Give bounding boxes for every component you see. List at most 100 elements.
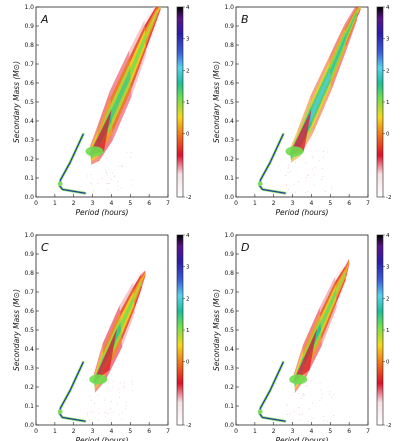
scatter-point xyxy=(117,165,119,167)
scatter-point xyxy=(326,420,328,422)
plot-frame xyxy=(35,234,169,426)
scatter-point xyxy=(310,380,312,382)
x-tick-label: 1 xyxy=(53,200,57,207)
scatter-point xyxy=(320,389,322,391)
y-tick-label: 1.0 xyxy=(24,4,34,11)
scatter-point xyxy=(306,191,308,193)
scatter-point xyxy=(286,404,288,406)
scatter-point xyxy=(105,169,107,171)
scatter-point xyxy=(301,414,303,416)
y-tick-label: 0.5 xyxy=(224,99,234,106)
scatter-point xyxy=(108,182,110,184)
scatter-point xyxy=(289,413,291,415)
colorbar xyxy=(376,6,384,198)
x-axis-label: Period (hours) xyxy=(276,208,329,217)
scatter-point xyxy=(117,180,119,182)
scatter-point xyxy=(111,178,113,180)
colorbar-tick-label: -2 xyxy=(386,195,391,201)
density-core xyxy=(85,146,104,157)
x-axis-label: Period (hours) xyxy=(76,436,129,441)
scatter-point xyxy=(307,174,309,176)
scatter-point xyxy=(119,382,121,384)
y-tick-label: 0.7 xyxy=(224,61,234,68)
x-tick-label: 2 xyxy=(272,428,276,435)
colorbar-tick-label: 1 xyxy=(386,328,390,334)
density-band xyxy=(133,278,142,301)
scatter-point xyxy=(290,171,292,173)
period-minimum-spot xyxy=(257,409,263,415)
y-tick-label: 0.2 xyxy=(24,156,34,163)
density-band xyxy=(145,10,157,41)
scatter-point xyxy=(93,383,95,385)
period-minimum-spot xyxy=(57,409,63,415)
y-tick-label: 0.6 xyxy=(24,80,34,87)
x-tick-label: 7 xyxy=(166,428,170,435)
scatter-point xyxy=(93,190,95,192)
colorbar-tick-label: 1 xyxy=(186,328,190,334)
scatter-point xyxy=(116,189,118,191)
scatter-point xyxy=(106,182,108,184)
colorbar-tick-label: 0 xyxy=(386,360,390,366)
scatter-point xyxy=(90,182,92,184)
scatter-point xyxy=(107,381,109,383)
y-tick-label: 0.4 xyxy=(24,118,34,125)
scatter-point xyxy=(88,419,90,421)
scatter-point xyxy=(329,391,331,393)
y-tick-label: 0.2 xyxy=(224,384,234,391)
scatter-point xyxy=(322,157,324,159)
scatter-point xyxy=(313,174,315,176)
scatter-point xyxy=(294,161,296,163)
scatter-point xyxy=(286,184,288,186)
colorbar-tick-label: 3 xyxy=(186,265,190,271)
scatter-point xyxy=(121,418,123,420)
colorbar-tick-label: 2 xyxy=(186,296,190,302)
scatter-point xyxy=(306,385,308,387)
scatter-point xyxy=(291,394,293,396)
density-wedge xyxy=(92,328,118,384)
scatter-point xyxy=(305,180,307,182)
scatter-point xyxy=(287,189,289,191)
x-tick-label: 2 xyxy=(72,428,76,435)
panel-letter: B xyxy=(241,13,249,26)
density-band xyxy=(335,271,346,296)
y-tick-label: 0.1 xyxy=(24,175,34,182)
colorbar-tick-label: 3 xyxy=(186,37,190,43)
y-tick-label: 0.1 xyxy=(24,403,34,410)
x-tick-label: 0 xyxy=(34,200,38,207)
scatter-point xyxy=(110,400,112,402)
chart-panel-C: 0 1 2 3 4 5 6 7 0.0 0.1 0.2 0.3 0.4 0.5 0.6 0.7 0.8 0.9 1.… xyxy=(12,232,191,441)
y-tick-label: 0.5 xyxy=(24,99,34,106)
scatter-point xyxy=(287,167,289,169)
chart-panel-D: 0 1 2 3 4 5 6 7 0.0 0.1 0.2 0.3 0.4 0.5 0.6 0.7 0.8 0.9 1.… xyxy=(212,232,391,441)
x-tick-label: 4 xyxy=(310,428,314,435)
plot-area xyxy=(57,7,161,195)
y-tick-label: 0.1 xyxy=(224,403,234,410)
colorbar xyxy=(176,6,184,198)
colorbar-tick-label: 3 xyxy=(386,37,390,43)
y-axis-label: Secondary Mass (M⊙) xyxy=(12,61,21,143)
scatter-point xyxy=(322,176,324,178)
x-tick-label: 0 xyxy=(234,200,238,207)
scatter-point xyxy=(302,395,304,397)
y-tick-label: 0.0 xyxy=(24,422,34,429)
scatter-point xyxy=(302,393,304,395)
density-core xyxy=(285,146,304,157)
scatter-point xyxy=(119,392,121,394)
scatter-point xyxy=(297,407,299,409)
y-tick-label: 0.6 xyxy=(24,308,34,315)
y-tick-label: 0.2 xyxy=(24,384,34,391)
scatter-point xyxy=(110,408,112,410)
x-tick-label: 4 xyxy=(110,200,114,207)
scatter-point xyxy=(98,412,100,414)
density-band xyxy=(311,70,331,120)
scatter-point xyxy=(311,168,313,170)
scatter-point xyxy=(125,401,127,403)
scatter-point xyxy=(106,413,108,415)
colorbar xyxy=(376,234,384,426)
scatter-point xyxy=(86,175,88,177)
scatter-point xyxy=(305,162,307,164)
colorbar-tick-label: 4 xyxy=(386,233,390,239)
scatter-point xyxy=(92,411,94,413)
density-core xyxy=(289,374,308,385)
